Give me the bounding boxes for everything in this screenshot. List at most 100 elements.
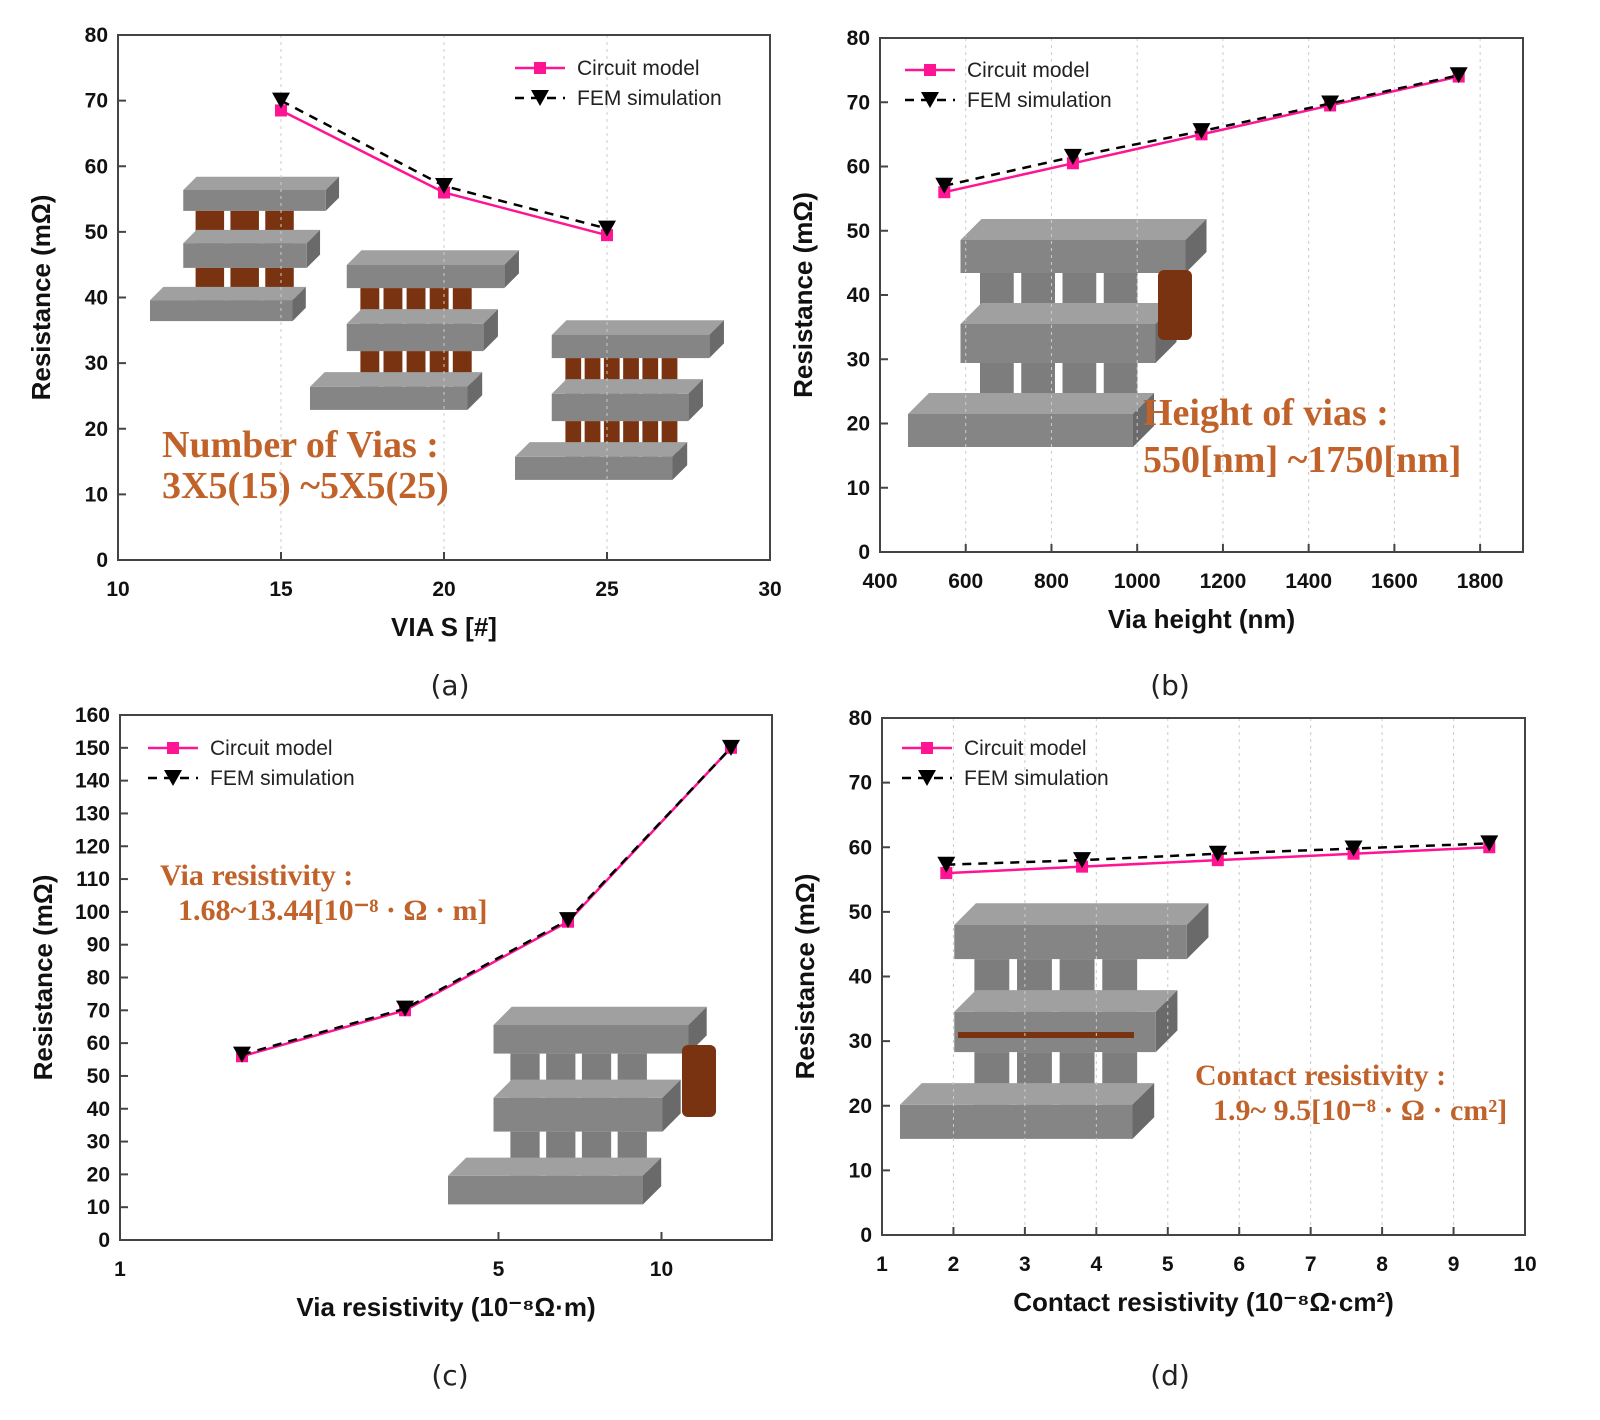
x-tick-label: 20 bbox=[432, 578, 455, 601]
legend-marker-square-icon bbox=[921, 742, 933, 754]
y-tick-label: 70 bbox=[85, 90, 108, 113]
slab-side bbox=[643, 1157, 662, 1205]
slab-front bbox=[448, 1175, 643, 1205]
annotation-range: 550[nm] ~1750[nm] bbox=[1143, 439, 1461, 481]
slab-side bbox=[467, 372, 483, 410]
annotation-range: 1.9~ 9.5[10⁻⁸ · Ω · cm²] bbox=[1213, 1094, 1507, 1127]
data-point-fem-simulation bbox=[435, 177, 453, 194]
slab-front bbox=[310, 386, 468, 410]
y-tick-label: 30 bbox=[85, 352, 108, 375]
data-point-fem-simulation bbox=[1073, 852, 1092, 869]
legend-label-circuit-model: Circuit model bbox=[210, 737, 333, 760]
panel-caption: (d) bbox=[1150, 1359, 1190, 1392]
y-tick-label: 10 bbox=[85, 483, 108, 506]
slab-top bbox=[960, 219, 1207, 240]
legend: Circuit model FEM simulation bbox=[515, 57, 722, 110]
x-tick-label: 5 bbox=[493, 1258, 505, 1281]
slab-side bbox=[325, 176, 340, 211]
data-point-fem-simulation bbox=[598, 220, 616, 237]
x-tick-label: 800 bbox=[1034, 570, 1069, 593]
y-tick-label: 140 bbox=[75, 770, 110, 793]
data-point-fem-simulation bbox=[272, 92, 290, 109]
slab-front bbox=[908, 414, 1133, 447]
slab-top bbox=[448, 1157, 662, 1176]
legend-marker-triangle-icon bbox=[921, 92, 939, 108]
legend-label-circuit-model: Circuit model bbox=[577, 57, 700, 80]
slab-front bbox=[183, 243, 307, 268]
legend-marker-triangle-icon bbox=[918, 770, 936, 786]
structure-inset-illustration bbox=[900, 903, 1209, 1139]
data-point-fem-simulation bbox=[232, 1046, 251, 1063]
y-tick-label: 100 bbox=[75, 901, 110, 924]
slab-front bbox=[954, 925, 1187, 960]
slab-top bbox=[310, 372, 483, 387]
legend-label-fem-simulation: FEM simulation bbox=[964, 767, 1109, 790]
slab-front bbox=[183, 190, 326, 211]
data-point-fem-simulation bbox=[1480, 835, 1499, 852]
slab-top bbox=[551, 320, 724, 335]
slab-side bbox=[709, 320, 724, 359]
slab-top bbox=[183, 229, 321, 244]
x-axis-label: Via resistivity (10⁻⁸Ω·m) bbox=[296, 1292, 595, 1322]
panel-caption: (b) bbox=[1150, 669, 1190, 702]
annotation-range: 1.68~13.44[10⁻⁸ · Ω · m] bbox=[178, 894, 487, 927]
annotation-range: 3X5(15) ~5X5(25) bbox=[162, 465, 449, 507]
legend-marker-square-icon bbox=[534, 62, 546, 74]
x-tick-label: 6 bbox=[1233, 1253, 1245, 1276]
legend-marker-triangle-icon bbox=[164, 770, 182, 786]
y-axis-label: Resistance (mΩ) bbox=[790, 874, 820, 1080]
chart-panel-a: 0 10 20 30 40 50 60 70 80 10 15 20 25 30 VIA S [#] Resi… bbox=[26, 24, 782, 702]
y-tick-label: 50 bbox=[85, 221, 108, 244]
annotation-title: Via resistivity : bbox=[160, 859, 353, 892]
legend-label-circuit-model: Circuit model bbox=[964, 737, 1087, 760]
y-tick-label: 80 bbox=[849, 707, 872, 730]
x-tick-label: 4 bbox=[1090, 1253, 1102, 1276]
slab-front bbox=[346, 323, 484, 352]
slab-side bbox=[483, 309, 498, 352]
x-tick-label: 5 bbox=[1162, 1253, 1174, 1276]
slab-top bbox=[900, 1083, 1155, 1105]
legend-label-fem-simulation: FEM simulation bbox=[967, 89, 1112, 112]
x-tick-label: 3 bbox=[1019, 1253, 1031, 1276]
y-tick-label: 120 bbox=[75, 835, 110, 858]
slab-front bbox=[515, 456, 673, 480]
chart-panel-b: 0 10 20 30 40 50 60 70 80 400 600 800 1000 1200 1400 16… bbox=[788, 27, 1524, 702]
data-point-circuit-model bbox=[940, 867, 953, 880]
slab-top bbox=[908, 393, 1154, 414]
slab-side bbox=[1185, 219, 1207, 273]
x-tick-label: 2 bbox=[948, 1253, 960, 1276]
y-tick-label: 30 bbox=[847, 348, 870, 371]
y-tick-label: 40 bbox=[85, 287, 108, 310]
x-tick-label: 10 bbox=[1513, 1253, 1536, 1276]
y-tick-label: 20 bbox=[847, 413, 870, 436]
y-tick-label: 70 bbox=[849, 772, 872, 795]
legend-marker-triangle-icon bbox=[531, 90, 549, 106]
slab-front bbox=[493, 1097, 663, 1132]
slab-top bbox=[346, 250, 519, 265]
x-tick-label: 10 bbox=[650, 1258, 673, 1281]
contact-layer bbox=[958, 1032, 1134, 1038]
y-tick-label: 70 bbox=[87, 999, 110, 1022]
x-axis-label: Contact resistivity (10⁻⁸Ω·cm²) bbox=[1013, 1287, 1394, 1317]
x-tick-label: 15 bbox=[269, 578, 293, 601]
y-tick-label: 20 bbox=[849, 1095, 872, 1118]
slab-side bbox=[662, 1079, 681, 1132]
data-point-fem-simulation bbox=[1344, 840, 1363, 857]
structure-inset-illustration bbox=[150, 176, 724, 480]
y-tick-label: 40 bbox=[847, 284, 870, 307]
slab-top bbox=[183, 176, 340, 190]
y-tick-label: 30 bbox=[849, 1030, 872, 1053]
annotation-title: Height of vias : bbox=[1143, 392, 1389, 434]
y-tick-label: 160 bbox=[75, 704, 110, 727]
y-tick-label: 40 bbox=[87, 1098, 110, 1121]
panel-caption: (c) bbox=[431, 1359, 468, 1392]
series-line-fem-simulation bbox=[241, 746, 732, 1056]
plot-frame bbox=[119, 714, 773, 1241]
x-tick-label: 1000 bbox=[1114, 570, 1161, 593]
y-tick-label: 50 bbox=[847, 220, 870, 243]
y-tick-label: 60 bbox=[85, 155, 108, 178]
y-tick-label: 0 bbox=[858, 541, 870, 564]
legend-label-fem-simulation: FEM simulation bbox=[210, 767, 355, 790]
slab-top bbox=[551, 379, 703, 394]
